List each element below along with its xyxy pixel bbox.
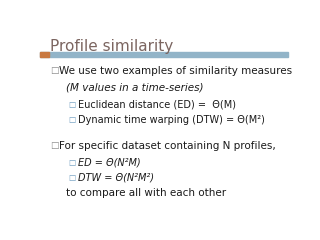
Text: Profile similarity: Profile similarity	[51, 39, 174, 54]
Text: □: □	[51, 141, 59, 150]
Text: We use two examples of similarity measures: We use two examples of similarity measur…	[59, 66, 292, 76]
Text: □: □	[68, 173, 76, 182]
Text: (M values in a time-series): (M values in a time-series)	[66, 83, 204, 93]
Text: DTW = Θ(N²M²): DTW = Θ(N²M²)	[78, 173, 155, 183]
Text: □: □	[68, 158, 76, 167]
Text: Dynamic time warping (DTW) = Θ(M²): Dynamic time warping (DTW) = Θ(M²)	[78, 115, 265, 125]
Text: ED = Θ(N²M): ED = Θ(N²M)	[78, 158, 141, 168]
Bar	[40, 52, 288, 57]
Text: For specific dataset containing N profiles,: For specific dataset containing N profil…	[59, 141, 275, 151]
Text: Euclidean distance (ED) =  Θ(M): Euclidean distance (ED) = Θ(M)	[78, 100, 236, 110]
Bar	[40, 52, 49, 57]
Text: □: □	[51, 66, 59, 75]
Text: □: □	[68, 100, 76, 109]
Text: □: □	[68, 115, 76, 124]
Text: to compare all with each other: to compare all with each other	[66, 188, 226, 198]
